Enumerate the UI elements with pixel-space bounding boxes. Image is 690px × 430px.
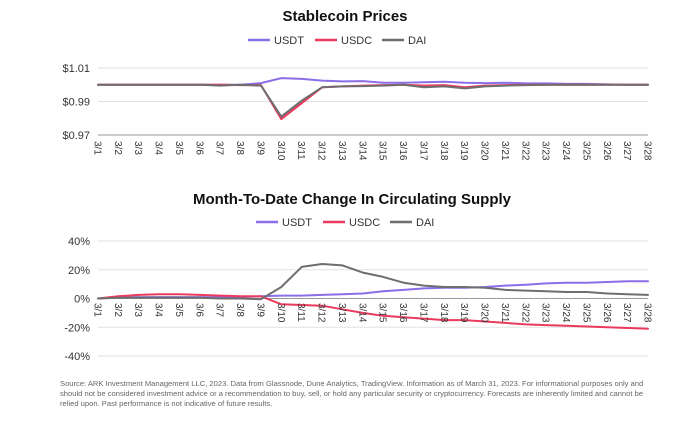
x-tick-label: 3/18	[438, 303, 449, 323]
x-tick-label: 3/1	[92, 141, 103, 155]
x-tick-label: 3/20	[479, 303, 490, 323]
x-tick-label: 3/27	[621, 303, 632, 323]
legend-item-dai: DAI	[390, 217, 434, 229]
x-tick-label: 3/21	[499, 141, 510, 161]
x-tick-label: 3/20	[479, 141, 490, 161]
series-line-dai	[97, 263, 649, 301]
x-tick-label: 3/22	[519, 303, 530, 323]
x-tick-label: 3/12	[316, 141, 327, 161]
circulating-supply-chart: Month-To-Date Change In Circulating Supp…	[64, 191, 652, 363]
series-line-dai	[97, 83, 649, 118]
legend-item-dai: DAI	[382, 35, 426, 47]
x-tick-label: 3/17	[417, 303, 428, 323]
x-tick-label: 3/7	[214, 141, 225, 155]
x-tick-label: 3/14	[356, 303, 367, 323]
x-tick-label: 3/13	[336, 303, 347, 323]
x-tick-label: 3/21	[499, 303, 510, 323]
x-tick-label: 3/27	[621, 141, 632, 161]
x-tick-label: 3/16	[397, 141, 408, 161]
x-tick-label: 3/26	[601, 141, 612, 161]
x-tick-label: 3/28	[642, 303, 653, 323]
legend-label: USDT	[282, 217, 312, 229]
x-tick-label: 3/18	[438, 141, 449, 161]
x-tick-label: 3/3	[132, 141, 143, 155]
x-tick-label: 3/23	[540, 303, 551, 323]
x-tick-label: 3/1	[92, 303, 103, 317]
chart-title: Month-To-Date Change In Circulating Supp…	[193, 191, 512, 208]
x-tick-label: 3/16	[397, 303, 408, 323]
y-tick-label: $0.97	[62, 130, 90, 142]
x-tick-label: 3/13	[336, 141, 347, 161]
source-footnote: Source: ARK Investment Management LLC, 2…	[60, 379, 644, 408]
x-tick-label: 3/24	[560, 141, 571, 161]
x-tick-label: 3/17	[417, 141, 428, 161]
series-line-usdt	[97, 280, 649, 300]
x-tick-label: 3/5	[173, 141, 184, 155]
y-tick-label: $0.99	[62, 97, 90, 109]
x-tick-label: 3/8	[234, 141, 245, 155]
legend-item-usdt: USDT	[248, 35, 304, 47]
x-tick-label: 3/15	[377, 141, 388, 161]
stablecoin-prices-chart: Stablecoin Prices USDT USDC DAI $0.97 $0.99…	[62, 8, 652, 161]
y-tick-label: 20%	[68, 265, 90, 277]
legend-label: USDC	[349, 217, 380, 229]
chart-title: Stablecoin Prices	[282, 8, 407, 25]
legend-item-usdc: USDC	[323, 217, 380, 229]
x-tick-label: 3/10	[275, 141, 286, 161]
x-tick-label: 3/9	[254, 303, 265, 317]
x-tick-label: 3/6	[193, 141, 204, 155]
y-tick-label: $1.01	[62, 63, 90, 75]
x-tick-label: 3/5	[173, 303, 184, 317]
legend-item-usdt: USDT	[256, 217, 312, 229]
y-tick-label: -20%	[64, 322, 90, 334]
series-line-usdc	[97, 293, 649, 330]
x-tick-label: 3/23	[540, 141, 551, 161]
chart-legend: USDT USDC DAI	[248, 35, 426, 47]
x-tick-label: 3/28	[642, 141, 653, 161]
x-tick-label: 3/3	[132, 303, 143, 317]
x-tick-label: 3/19	[458, 303, 469, 323]
legend-label: DAI	[408, 35, 426, 47]
x-tick-label: 3/22	[519, 141, 530, 161]
x-tick-label: 3/14	[356, 141, 367, 161]
x-tick-label: 3/6	[193, 303, 204, 317]
x-tick-label: 3/15	[377, 303, 388, 323]
x-tick-label: 3/12	[316, 303, 327, 323]
x-tick-label: 3/4	[153, 303, 164, 317]
x-tick-label: 3/25	[580, 303, 591, 323]
x-tick-label: 3/24	[560, 303, 571, 323]
x-tick-label: 3/4	[153, 141, 164, 155]
x-tick-label: 3/26	[601, 303, 612, 323]
x-tick-label: 3/8	[234, 303, 245, 317]
legend-item-usdc: USDC	[315, 35, 372, 47]
charts-canvas: Stablecoin Prices USDT USDC DAI $0.97 $0.99…	[62, 8, 652, 363]
x-tick-label: 3/19	[458, 141, 469, 161]
x-tick-label: 3/2	[112, 141, 123, 155]
y-tick-label: -40%	[64, 351, 90, 363]
x-tick-label: 3/25	[580, 141, 591, 161]
x-tick-label: 3/11	[295, 303, 306, 322]
x-tick-label: 3/10	[275, 303, 286, 323]
x-tick-label: 3/9	[254, 141, 265, 155]
x-tick-label: 3/7	[214, 303, 225, 317]
x-tick-label: 3/11	[295, 141, 306, 160]
legend-label: USDT	[274, 35, 304, 47]
legend-label: DAI	[416, 217, 434, 229]
y-tick-label: 40%	[68, 236, 90, 248]
x-tick-label: 3/2	[112, 303, 123, 317]
series-line-usdt	[97, 77, 649, 86]
legend-label: USDC	[341, 35, 372, 47]
y-tick-label: 0%	[74, 294, 90, 306]
chart-legend: USDT USDC DAI	[256, 217, 434, 229]
